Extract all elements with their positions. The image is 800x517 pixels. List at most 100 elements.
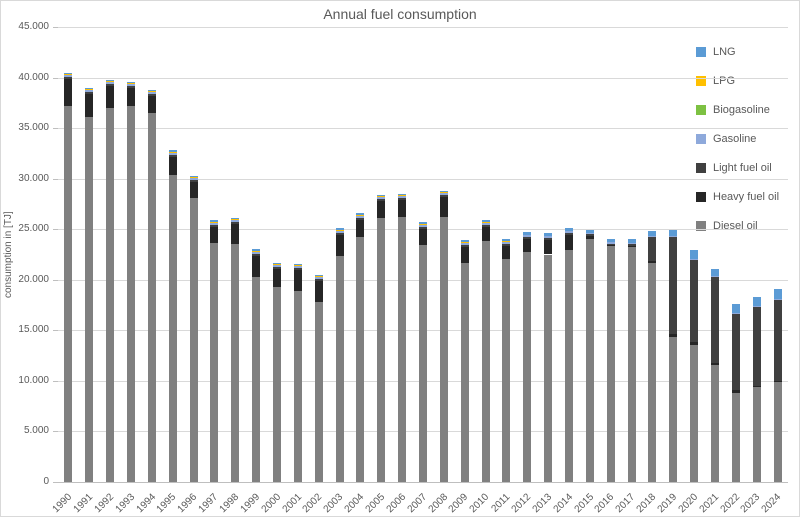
bar-segment-lpg bbox=[147, 91, 156, 92]
bar-segment-lpg bbox=[314, 276, 323, 277]
y-tick-label: 0 bbox=[43, 476, 49, 487]
bar-segment-lng bbox=[523, 232, 532, 235]
bar-segment-lpg bbox=[481, 221, 490, 223]
bar-segment-gasoline bbox=[127, 83, 135, 87]
bar-segment-diesel-oil bbox=[648, 262, 657, 482]
bar-segment-gasoline bbox=[356, 215, 365, 218]
legend: LNG LPG Biogasoline Gasoline Light fuel oil H… bbox=[696, 37, 779, 240]
x-tick-label-text: 2006 bbox=[384, 491, 409, 516]
y-tick-label: 20.000 bbox=[18, 273, 49, 285]
bar-segment-lng bbox=[168, 150, 177, 152]
bar-segment-lng bbox=[711, 268, 719, 277]
bar-segment-gasoline bbox=[711, 276, 719, 277]
bar-segment-gasoline bbox=[606, 242, 615, 244]
y-tick-label: 30.000 bbox=[18, 172, 49, 184]
x-tick-label-text: 2022 bbox=[718, 491, 742, 516]
x-tick-label-text: 2001 bbox=[280, 491, 304, 516]
bar-segment-diesel-oil bbox=[127, 105, 135, 482]
gridline bbox=[58, 77, 788, 79]
bar-segment-gasoline bbox=[189, 177, 198, 181]
bar-segment-lng bbox=[252, 249, 261, 251]
bar-segment-light-fuel-oil bbox=[189, 180, 198, 183]
bar-segment-diesel-oil bbox=[523, 252, 532, 482]
bar-segment-gasoline bbox=[168, 152, 177, 155]
y-tick-label: 10.000 bbox=[18, 374, 49, 386]
bar-segment-lpg bbox=[398, 195, 407, 196]
bar-segment-diesel-oil bbox=[502, 258, 511, 482]
y-axis-tick bbox=[53, 77, 58, 79]
bar-segment-lng bbox=[335, 228, 344, 230]
bar-segment-light-fuel-oil bbox=[335, 232, 344, 235]
bar-segment-gasoline bbox=[690, 258, 699, 260]
bar-segment-diesel-oil bbox=[398, 217, 407, 482]
bar-segment-heavy-fuel-oil bbox=[502, 245, 511, 259]
legend-item-lng: LNG bbox=[696, 37, 779, 66]
bar-segment-lpg bbox=[335, 229, 344, 231]
bar-segment-gasoline bbox=[731, 313, 740, 314]
bar-segment-lng bbox=[648, 231, 657, 236]
bar-segment-lng bbox=[356, 213, 365, 215]
bar-segment-lng bbox=[377, 194, 386, 197]
bar-segment-heavy-fuel-oil bbox=[106, 86, 115, 108]
bar-segment-diesel-oil bbox=[85, 116, 94, 482]
bar-segment-light-fuel-oil bbox=[64, 77, 73, 80]
bar-segment-lng bbox=[273, 262, 281, 265]
bar-segment-heavy-fuel-oil bbox=[335, 234, 344, 256]
bar-segment-light-fuel-oil bbox=[231, 222, 240, 225]
legend-item-lpg: LPG bbox=[696, 66, 779, 95]
bar-segment-gasoline bbox=[64, 74, 73, 78]
bar-segment-gasoline bbox=[210, 222, 219, 225]
x-tick-label-text: 2000 bbox=[259, 491, 283, 516]
bar-segment-heavy-fuel-oil bbox=[711, 362, 719, 366]
bar-segment-heavy-fuel-oil bbox=[293, 270, 302, 291]
bar-segment-light-fuel-oil bbox=[585, 234, 594, 236]
bar-segment-light-fuel-oil bbox=[731, 313, 740, 391]
legend-item-biogasoline: Biogasoline bbox=[696, 95, 779, 124]
y-axis-tick bbox=[53, 27, 58, 28]
bar-segment-lng bbox=[398, 193, 407, 196]
bar-segment-lng bbox=[64, 72, 73, 75]
bar-segment-heavy-fuel-oil bbox=[189, 182, 198, 198]
bar-segment-diesel-oil bbox=[231, 243, 240, 482]
bar-segment-lng bbox=[690, 250, 699, 259]
legend-swatch-icon bbox=[696, 191, 706, 202]
x-tick-label-text: 2012 bbox=[509, 491, 534, 516]
bar-segment-lpg bbox=[231, 219, 240, 220]
bar-segment-lng bbox=[293, 263, 302, 266]
bar-segment-heavy-fuel-oil bbox=[168, 156, 177, 175]
legend-swatch-icon bbox=[696, 46, 706, 57]
bar-segment-heavy-fuel-oil bbox=[731, 390, 740, 393]
bar-segment-diesel-oil bbox=[335, 255, 344, 482]
bar-segment-diesel-oil bbox=[773, 382, 782, 482]
y-tick-label: 40.000 bbox=[18, 71, 49, 83]
bar-segment-light-fuel-oil bbox=[502, 243, 511, 246]
bar-segment-diesel-oil bbox=[147, 112, 156, 482]
bar-segment-lng bbox=[106, 79, 115, 82]
bar-segment-light-fuel-oil bbox=[314, 279, 323, 282]
bar-segment-heavy-fuel-oil bbox=[648, 261, 657, 263]
y-tick-label: 35.000 bbox=[18, 122, 49, 134]
x-tick-label-text: 2018 bbox=[634, 491, 659, 516]
legend-swatch-icon bbox=[696, 220, 706, 231]
y-axis-tick bbox=[53, 380, 58, 382]
x-tick-label-text: 2013 bbox=[530, 491, 555, 516]
legend-swatch-icon bbox=[696, 162, 706, 173]
bar-segment-diesel-oil bbox=[314, 302, 323, 482]
chart-title: Annual fuel consumption bbox=[323, 6, 477, 22]
bar-segment-light-fuel-oil bbox=[648, 236, 657, 262]
y-axis-tick bbox=[53, 482, 58, 483]
bar-segment-light-fuel-oil bbox=[273, 267, 281, 270]
bar-segment-gasoline bbox=[147, 91, 156, 95]
bar-segment-lng bbox=[210, 220, 219, 222]
bar-segment-light-fuel-oil bbox=[460, 244, 469, 247]
x-tick-label-text: 1993 bbox=[113, 491, 137, 516]
bar-segment-light-fuel-oil bbox=[419, 226, 427, 229]
bar-segment-light-fuel-oil bbox=[773, 299, 782, 381]
bar-segment-diesel-oil bbox=[252, 276, 261, 482]
bar-segment-gasoline bbox=[648, 235, 657, 237]
bar-segment-gasoline bbox=[669, 236, 678, 237]
bar-segment-gasoline bbox=[544, 235, 553, 238]
bar-segment-heavy-fuel-oil bbox=[773, 380, 782, 383]
gridline bbox=[58, 27, 788, 28]
bar-segment-gasoline bbox=[565, 230, 573, 233]
